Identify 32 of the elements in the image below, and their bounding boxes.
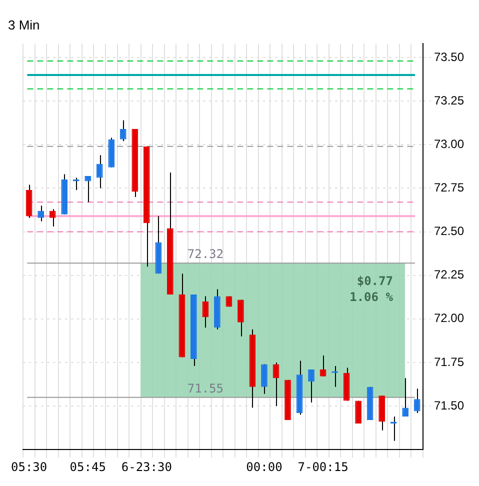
ref-line-label: 71.55	[187, 381, 224, 396]
candlestick	[202, 296, 209, 328]
annotation: 1.06 %	[350, 290, 394, 304]
y-tick-label: 73.50	[434, 50, 464, 64]
ref-line-label: 72.32	[187, 247, 224, 262]
y-tick-label: 71.75	[434, 354, 464, 369]
candlestick	[84, 176, 92, 203]
y-tick-label: 71.50	[434, 398, 464, 412]
x-tick-label: 6-23:30	[121, 460, 172, 474]
candlestick	[238, 299, 244, 337]
y-tick-label: 72.00	[434, 311, 464, 326]
candlestick	[49, 208, 56, 228]
y-tick-label: 73.00	[434, 136, 464, 151]
candlestick	[320, 355, 326, 377]
candlestick	[308, 368, 314, 404]
candlestick	[96, 154, 103, 189]
candlestick	[38, 205, 44, 222]
x-tick-label: 05:45	[70, 460, 106, 474]
candlestick	[355, 400, 362, 424]
candlestick	[414, 388, 420, 414]
candlestick	[402, 378, 409, 417]
y-tick-label: 72.75	[434, 180, 464, 195]
chart-title: 3 Min	[8, 17, 40, 32]
y-tick-label: 72.50	[434, 224, 464, 238]
x-tick-label: 7-00:15	[298, 460, 348, 474]
candlestick	[272, 362, 280, 407]
x-tick-label: 00:00	[246, 460, 282, 474]
y-tick-label: 72.25	[434, 268, 464, 282]
band-label: $0.77	[356, 274, 393, 288]
x-tick-label: 05:30	[11, 460, 48, 474]
y-tick-label: 73.25	[434, 93, 464, 108]
candlestick	[261, 364, 268, 394]
